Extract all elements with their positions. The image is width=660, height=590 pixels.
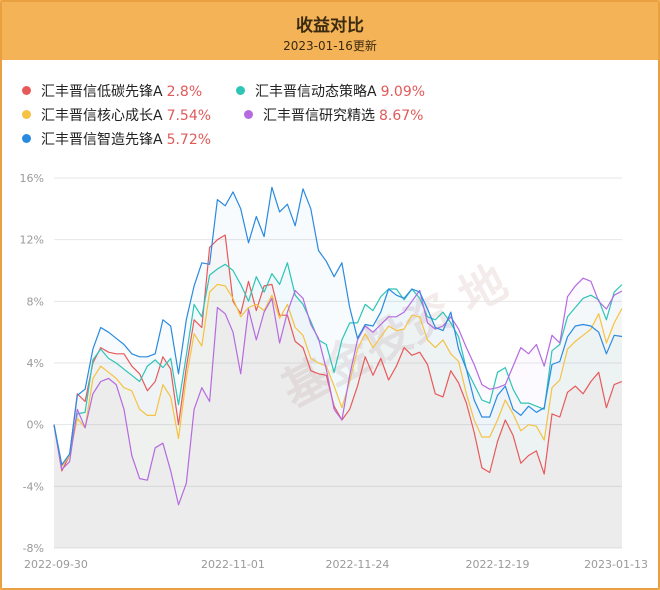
series-line-4: [53, 186, 623, 466]
series-line-2: [53, 283, 623, 467]
x-tick-label: 2022-09-30: [24, 558, 88, 571]
x-tick-label: 2022-11-24: [325, 558, 389, 571]
y-tick-label: -8%: [23, 542, 44, 555]
series-line-3: [53, 277, 623, 506]
y-tick-label: -4%: [23, 480, 44, 493]
legend-dot: [236, 85, 245, 95]
legend-item-smart-manufacturing[interactable]: 汇丰晋信智造先锋A 5.72%: [22, 130, 211, 150]
series-line-1: [53, 262, 623, 467]
legend-label: 汇丰晋信智造先锋A: [41, 132, 163, 148]
legend-value: 5.72%: [166, 132, 212, 148]
legend-value: 9.09%: [380, 84, 426, 100]
update-date: 2023-01-16更新: [283, 39, 377, 53]
chart-title: 收益对比: [296, 16, 364, 36]
legend-label: 汇丰晋信动态策略A: [255, 84, 377, 100]
legend-label: 汇丰晋信核心成长A: [41, 108, 163, 124]
header: 收益对比 2023-01-16更新: [2, 2, 658, 60]
legend-value: 8.67%: [379, 108, 424, 124]
chart-panel: 汇丰晋信低碳先锋A 2.8% 汇丰晋信动态策略A 9.09% 汇丰晋信核心成长A 7.…: [2, 60, 658, 588]
legend-dot: [22, 109, 31, 119]
y-tick-label: 12%: [20, 234, 44, 247]
legend-item-low-carbon[interactable]: 汇丰晋信低碳先锋A 2.8%: [22, 82, 202, 102]
legend-dot: [244, 109, 253, 119]
x-tick-label: 2022-11-01: [201, 558, 265, 571]
x-tick-label: 2022-12-19: [466, 558, 530, 571]
y-tick-label: 8%: [27, 295, 44, 308]
legend-value: 2.8%: [166, 84, 203, 100]
legend-item-research-select[interactable]: 汇丰晋信研究精选 8.67%: [244, 106, 423, 126]
series-line-0: [53, 234, 623, 475]
y-tick-label: 4%: [27, 357, 44, 370]
x-tick-label: 2023-01-13: [584, 558, 648, 571]
legend-dot: [22, 133, 31, 143]
legend-dot: [22, 85, 31, 95]
legend-item-dynamic-strategy[interactable]: 汇丰晋信动态策略A 9.09%: [236, 82, 425, 102]
legend-label: 汇丰晋信研究精选: [263, 108, 375, 124]
legend-value: 7.54%: [166, 108, 212, 124]
y-tick-label: 0%: [27, 419, 44, 432]
legend-label: 汇丰晋信低碳先锋A: [41, 84, 163, 100]
y-tick-label: 16%: [20, 172, 44, 185]
legend-item-core-growth[interactable]: 汇丰晋信核心成长A 7.54%: [22, 106, 211, 126]
line-chart: 基金投资 地16%12%8%4%0%-4%-8%2022-09-30 2022-1…: [20, 172, 648, 571]
